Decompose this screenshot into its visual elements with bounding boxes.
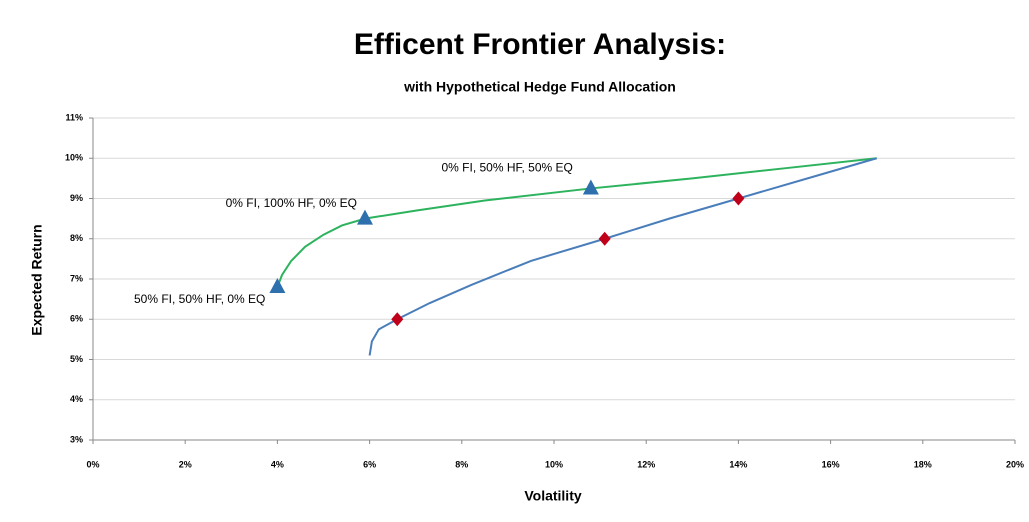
x-tick-label: 6%: [363, 459, 376, 469]
y-tick-label: 10%: [65, 153, 83, 163]
x-tick-label: 20%: [1006, 459, 1024, 469]
x-tick-label: 10%: [545, 459, 563, 469]
triangle-marker: [269, 278, 286, 294]
annotation: 50% FI, 50% HF, 0% EQ: [134, 292, 265, 306]
x-tick-label: 2%: [179, 459, 192, 469]
annotation: 0% FI, 50% HF, 50% EQ: [441, 161, 572, 175]
x-tick-label: 14%: [729, 459, 747, 469]
y-tick-label: 7%: [70, 273, 83, 283]
y-tick-label: 8%: [70, 233, 83, 243]
x-tick-label: 16%: [822, 459, 840, 469]
triangle-marker: [582, 179, 599, 195]
x-tick-label: 0%: [86, 459, 99, 469]
y-tick-label: 6%: [70, 314, 83, 324]
frontier-line: [368, 157, 877, 356]
x-axis-label: Volatility: [524, 488, 582, 504]
y-tick-label: 3%: [70, 434, 83, 444]
y-tick-label: 11%: [65, 112, 83, 122]
x-tick-label: 8%: [455, 459, 468, 469]
triangle-marker: [356, 209, 373, 225]
chart-subtitle: with Hypothetical Hedge Fund Allocation: [403, 79, 676, 95]
diamond-marker: [732, 191, 745, 206]
y-tick-label: 5%: [70, 354, 83, 364]
y-tick-label: 4%: [70, 394, 83, 404]
x-tick-label: 18%: [914, 459, 932, 469]
chart-title: Efficent Frontier Analysis:: [354, 28, 726, 61]
annotation: 0% FI, 100% HF, 0% EQ: [226, 196, 357, 210]
x-tick-label: 4%: [271, 459, 284, 469]
y-tick-label: 9%: [70, 193, 83, 203]
x-tick-label: 12%: [637, 459, 655, 469]
diamond-marker: [598, 231, 611, 246]
diamond-marker: [391, 312, 404, 327]
y-axis-label: Expected Return: [29, 224, 45, 335]
